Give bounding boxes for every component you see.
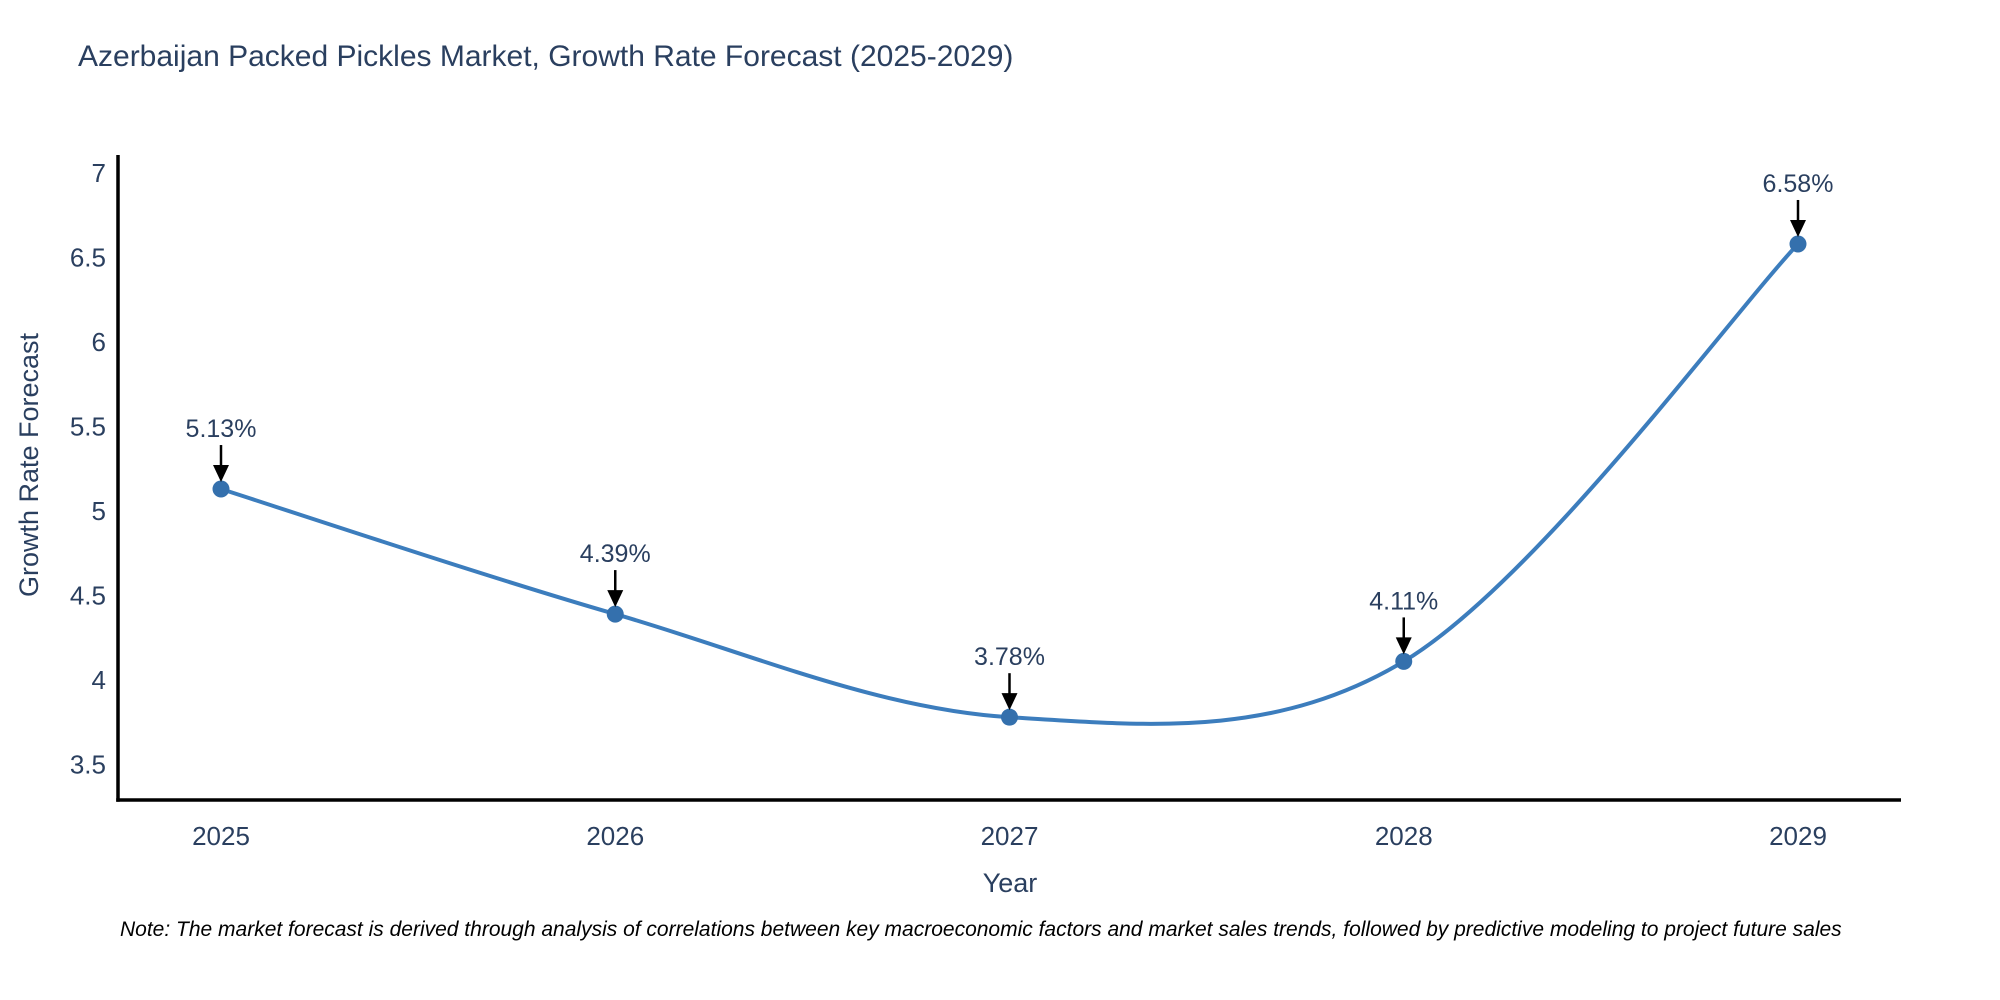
y-tick-label: 4 xyxy=(92,665,106,695)
x-tick-label: 2027 xyxy=(981,821,1039,851)
x-axis-title: Year xyxy=(983,868,1038,898)
annotation-label: 4.11% xyxy=(1369,587,1438,615)
chart-title: Azerbaijan Packed Pickles Market, Growth… xyxy=(78,40,1013,73)
annotation-label: 6.58% xyxy=(1763,170,1834,198)
annotation-arrowhead xyxy=(213,465,229,483)
x-tick-label: 2025 xyxy=(192,821,250,851)
annotation-arrowhead xyxy=(1790,219,1806,237)
x-tick-label: 2028 xyxy=(1375,821,1433,851)
forecast-line-series xyxy=(212,235,1807,726)
annotation-arrowhead xyxy=(1001,693,1018,711)
y-tick-label: 6.5 xyxy=(70,243,106,273)
data-point-marker xyxy=(212,480,230,498)
data-point-marker xyxy=(606,605,624,623)
y-tick-label: 3.5 xyxy=(70,750,106,780)
data-point-annotations: 5.13% 4.39% 3.78% 4.11% 6.58% xyxy=(186,170,1834,711)
y-axis-title: Growth Rate Forecast xyxy=(14,332,44,597)
x-tick-label: 2029 xyxy=(1769,821,1827,851)
annotation-label: 3.78% xyxy=(974,643,1045,671)
footnote: Note: The market forecast is derived thr… xyxy=(120,918,1842,941)
x-tick-label: 2026 xyxy=(586,821,644,851)
data-point-marker xyxy=(1789,235,1807,253)
annotation-arrowhead xyxy=(1395,637,1412,655)
x-axis-tick-labels: 2025 2026 2027 2028 2029 xyxy=(192,821,1827,851)
forecast-line xyxy=(219,242,1800,726)
annotation-label: 4.39% xyxy=(580,540,651,568)
y-tick-label: 4.5 xyxy=(70,581,106,611)
data-point-marker xyxy=(1001,708,1018,726)
y-axis-tick-labels: 3.5 4 4.5 5 5.5 6 6.5 7 xyxy=(70,158,106,780)
y-tick-label: 6 xyxy=(92,327,106,357)
data-point-marker xyxy=(1395,652,1413,670)
y-tick-label: 5 xyxy=(92,496,106,526)
y-tick-label: 5.5 xyxy=(70,412,106,442)
annotation-arrowhead xyxy=(607,590,624,608)
annotation-label: 5.13% xyxy=(186,415,257,443)
y-tick-label: 7 xyxy=(92,158,106,188)
